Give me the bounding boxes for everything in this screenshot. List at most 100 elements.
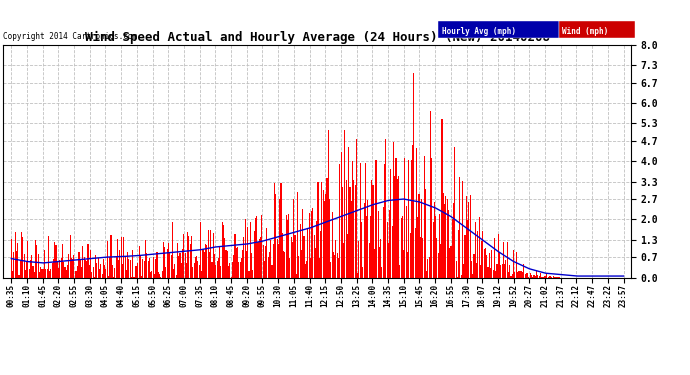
Bar (35, 240, 36, 278)
Bar (141, 276, 142, 278)
Bar (26, 261, 27, 278)
Bar (476, 263, 477, 278)
Bar (323, 190, 324, 278)
Bar (334, 255, 335, 278)
Bar (241, 258, 242, 278)
Bar (16, 252, 17, 278)
Bar (366, 216, 367, 278)
Bar (155, 260, 156, 278)
Bar (348, 147, 349, 278)
Bar (298, 256, 299, 278)
Bar (173, 269, 174, 278)
Bar (453, 203, 454, 278)
Bar (353, 180, 355, 278)
Bar (486, 255, 487, 278)
Bar (395, 158, 397, 278)
Bar (389, 210, 390, 278)
Bar (549, 276, 550, 278)
Bar (202, 249, 204, 278)
Bar (374, 249, 375, 278)
Bar (434, 202, 435, 278)
Bar (169, 253, 170, 278)
Bar (361, 222, 362, 278)
Bar (39, 272, 40, 278)
Bar (206, 245, 208, 278)
Bar (44, 250, 45, 278)
Bar (356, 139, 357, 278)
Bar (328, 130, 329, 278)
Bar (380, 239, 381, 278)
Bar (297, 192, 298, 278)
Bar (72, 260, 73, 278)
Bar (124, 256, 126, 278)
Bar (551, 277, 553, 278)
Bar (425, 189, 426, 278)
Bar (95, 255, 96, 278)
Bar (179, 253, 181, 278)
Bar (223, 225, 224, 278)
Bar (408, 160, 409, 278)
Bar (82, 246, 83, 278)
Bar (75, 271, 76, 278)
Bar (426, 271, 427, 278)
Bar (128, 260, 130, 278)
Bar (314, 235, 315, 278)
Bar (213, 233, 214, 278)
Bar (449, 248, 450, 278)
Bar (266, 228, 268, 278)
Bar (383, 207, 384, 278)
Bar (427, 260, 428, 278)
Bar (407, 252, 408, 278)
Bar (388, 243, 389, 278)
Bar (122, 264, 123, 278)
Bar (85, 261, 86, 278)
Bar (535, 276, 536, 278)
Bar (522, 272, 523, 278)
Bar (489, 253, 490, 278)
Bar (548, 276, 549, 278)
Bar (509, 265, 511, 278)
Bar (236, 248, 237, 278)
Bar (30, 260, 31, 278)
Bar (211, 262, 213, 278)
Bar (59, 260, 61, 278)
Bar (367, 200, 368, 278)
Bar (463, 264, 464, 278)
Bar (80, 259, 81, 278)
Bar (359, 163, 361, 278)
Bar (513, 250, 514, 278)
Bar (428, 258, 430, 278)
Bar (418, 194, 420, 278)
Bar (49, 271, 50, 278)
Bar (57, 262, 58, 278)
Bar (370, 216, 371, 278)
Bar (420, 237, 421, 278)
Bar (386, 222, 388, 278)
Bar (46, 269, 48, 278)
Bar (539, 276, 540, 278)
Bar (342, 187, 343, 278)
Bar (137, 262, 139, 278)
Bar (365, 163, 366, 278)
Bar (503, 242, 504, 278)
Title: Wind Speed Actual and Hourly Average (24 Hours) (New) 20140208: Wind Speed Actual and Hourly Average (24… (85, 31, 550, 44)
Bar (290, 237, 292, 278)
Bar (126, 270, 127, 278)
Bar (195, 256, 196, 278)
Bar (140, 256, 141, 278)
Bar (320, 231, 321, 278)
Bar (37, 254, 39, 278)
Bar (508, 272, 509, 278)
Bar (193, 263, 195, 278)
Bar (257, 242, 259, 278)
Bar (289, 258, 290, 278)
Bar (444, 204, 445, 278)
Bar (170, 255, 172, 278)
Bar (76, 271, 77, 278)
Bar (484, 249, 485, 278)
Bar (176, 275, 177, 278)
Bar (107, 241, 108, 278)
Bar (280, 183, 282, 278)
Bar (182, 249, 183, 278)
Bar (181, 263, 182, 278)
